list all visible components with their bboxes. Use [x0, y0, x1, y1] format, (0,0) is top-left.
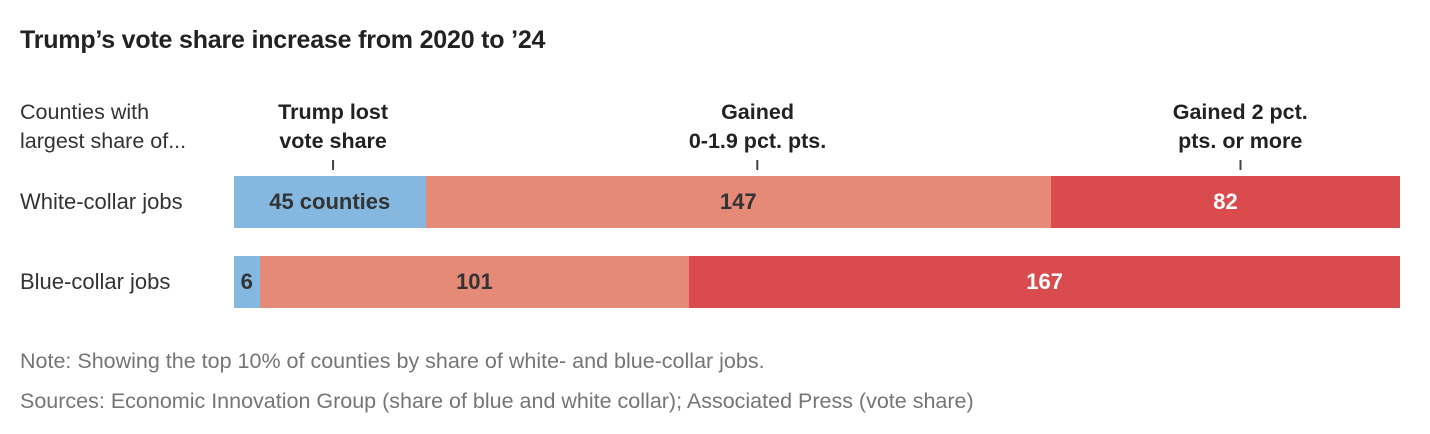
chart-title: Trump’s vote share increase from 2020 to…	[20, 26, 546, 54]
tick-mark-icon	[1239, 160, 1242, 170]
column-header-gained-small-line2: 0-1.9 pct. pts.	[688, 129, 827, 153]
row-axis-label-line2: largest share of...	[20, 129, 187, 153]
segment-white-collar-lost: 45 counties	[234, 176, 426, 228]
header-band: Counties with largest share of... Trump …	[20, 98, 1400, 172]
column-header-lost-vote-share: Trump lost vote share	[278, 98, 388, 170]
row-label-white-collar: White-collar jobs	[20, 189, 183, 214]
tick-mark-icon	[332, 160, 335, 170]
column-header-gained-small-line1: Gained	[721, 100, 794, 124]
segment-value-label: 6	[240, 269, 253, 294]
segment-value-label: 45 counties	[269, 189, 391, 214]
segment-blue-collar-lost: 6	[234, 256, 260, 308]
stacked-bar-blue-collar: 6 101 167	[234, 256, 1400, 308]
bar-row-white-collar: White-collar jobs 45 counties 147 82	[20, 176, 1401, 228]
column-header-gained-large-line2: pts. or more	[1178, 129, 1303, 153]
chart-note: Note: Showing the top 10% of counties by…	[20, 349, 765, 373]
segment-blue-collar-gained-large: 167	[689, 256, 1400, 308]
segment-blue-collar-gained-small: 101	[259, 256, 690, 308]
footnotes: Note: Showing the top 10% of counties by…	[20, 341, 1400, 421]
segment-white-collar-gained-small: 147	[425, 176, 1052, 228]
row-axis-label-line1: Counties with	[20, 100, 150, 124]
stacked-bar-white-collar: 45 counties 147 82	[234, 176, 1401, 228]
column-header-gained-large: Gained 2 pct. pts. or more	[1173, 98, 1308, 170]
tick-mark-icon	[756, 160, 759, 170]
segment-value-label: 147	[719, 189, 757, 214]
row-axis-label: Counties with largest share of...	[20, 98, 234, 172]
bar-row-blue-collar: Blue-collar jobs 6 101 167	[20, 256, 1400, 308]
chart-container: Trump’s vote share increase from 2020 to…	[20, 26, 1401, 421]
segment-value-label: 167	[1026, 269, 1064, 294]
segment-value-label: 101	[456, 269, 493, 294]
segment-value-label: 82	[1213, 189, 1238, 214]
column-header-gained-small: Gained 0-1.9 pct. pts.	[689, 98, 826, 170]
segment-white-collar-gained-large: 82	[1051, 176, 1401, 228]
chart-sources: Sources: Economic Innovation Group (shar…	[20, 389, 974, 413]
column-header-lost-line2: vote share	[279, 129, 387, 153]
row-label-blue-collar: Blue-collar jobs	[20, 269, 171, 294]
column-header-gained-large-line1: Gained 2 pct.	[1172, 100, 1308, 124]
column-header-lost-line1: Trump lost	[278, 100, 389, 124]
column-headers: Trump lost vote share Gained 0-1.9 pct. …	[234, 98, 1400, 172]
